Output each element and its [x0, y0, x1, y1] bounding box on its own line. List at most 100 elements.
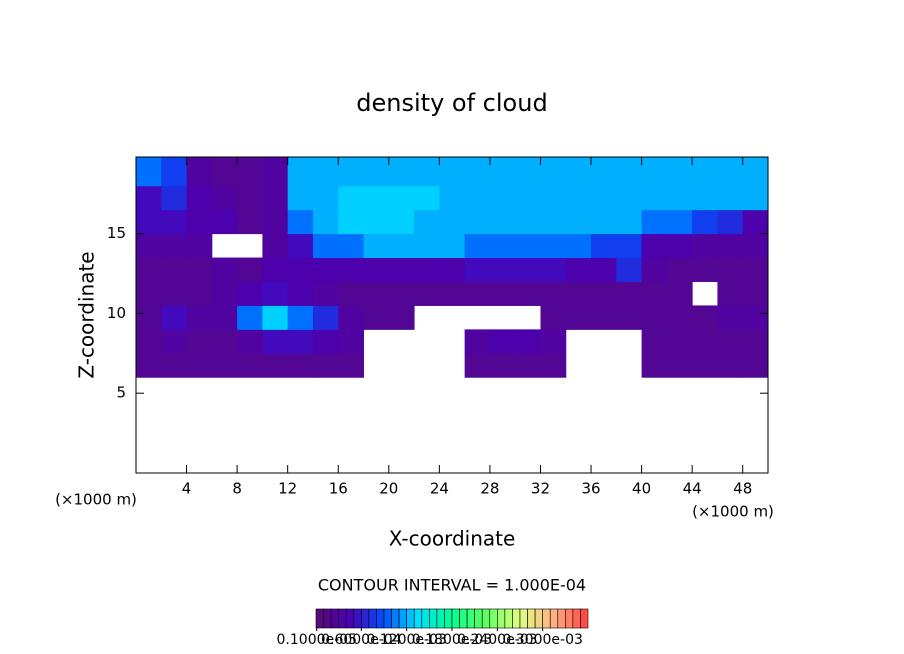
field-cell [666, 157, 693, 187]
field-cell [591, 185, 617, 211]
field-cell [211, 185, 238, 211]
field-cell [237, 353, 263, 378]
colorbar-swatch [512, 608, 521, 629]
field-cell [742, 185, 769, 211]
colorbar-swatch [580, 608, 589, 629]
field-cell [186, 281, 213, 306]
field-cell [540, 157, 567, 187]
field-cell [641, 281, 668, 306]
field-cell [388, 257, 415, 282]
field-cell [439, 281, 466, 306]
field-cell [237, 185, 263, 211]
colorbar-swatch [315, 608, 324, 629]
field-cell [388, 281, 415, 306]
colorbar-swatch [474, 608, 483, 629]
field-cell [540, 281, 567, 306]
y-tick-label: 5 [116, 384, 126, 402]
colorbar-label: 0.1200e-03 [366, 632, 446, 648]
field-cell [388, 185, 415, 211]
colorbar-swatch [406, 608, 415, 629]
colorbar-swatch [557, 608, 566, 629]
colorbar-swatch [391, 608, 400, 629]
field-cell [186, 353, 213, 378]
field-cell [161, 329, 188, 354]
field-cell [338, 233, 365, 259]
field-cell [388, 305, 415, 330]
field-cell [641, 233, 668, 259]
x-tick-label: 20 [379, 480, 398, 498]
field-cell [287, 329, 314, 354]
y-unit: (×1000 m) [55, 491, 137, 509]
field-cell [186, 209, 213, 235]
colorbar-swatch [338, 608, 347, 629]
field-cell [186, 257, 213, 282]
colorbar-swatch [429, 608, 438, 629]
field-cell [666, 233, 693, 259]
field-cell [692, 257, 718, 282]
field-cell [565, 257, 592, 282]
field-cell [161, 353, 188, 378]
field-cell [742, 353, 769, 378]
field-cell [717, 353, 744, 378]
colorbar-swatch [459, 608, 468, 629]
field-cell [312, 257, 339, 282]
field-cell [565, 233, 592, 259]
y-axis-label: Z-coordinate [75, 251, 99, 378]
field-cell [161, 157, 188, 187]
colorbar-label: 0.6000e-04 [321, 632, 402, 648]
field-cell [136, 185, 162, 211]
field-cell [136, 281, 162, 306]
field-cell [464, 157, 491, 187]
field-cell [540, 353, 567, 378]
colorbar-label: 0.2400e-03 [457, 632, 537, 648]
field-cell [414, 157, 440, 187]
field-cell [717, 329, 744, 354]
field-cell [515, 185, 541, 211]
field-cell [666, 209, 693, 235]
colorbar-swatch [421, 608, 430, 629]
field-cell [338, 353, 365, 378]
field-cell [515, 209, 541, 235]
field-cell [262, 233, 289, 259]
field-cell [717, 157, 744, 187]
field-cell [591, 157, 617, 187]
field-cell [692, 329, 718, 354]
x-axis-label: X-coordinate [389, 527, 516, 551]
colorbar-swatch [398, 608, 407, 629]
field-cell [338, 329, 365, 354]
colorbar-swatch [330, 608, 339, 629]
field-cell [262, 257, 289, 282]
field-cell [742, 281, 769, 306]
colorbar-swatch [368, 608, 377, 629]
field-cell [237, 157, 263, 187]
field-cell [616, 233, 643, 259]
field-cell [616, 305, 643, 330]
field-cell [186, 157, 213, 187]
field-cell [540, 329, 567, 354]
field-cell [515, 257, 541, 282]
field-cell [388, 233, 415, 259]
field-cell [388, 157, 415, 187]
field-cell [262, 281, 289, 306]
field-cell [161, 257, 188, 282]
x-tick-label: 8 [232, 480, 242, 498]
field-cell [414, 233, 440, 259]
field-cell [338, 209, 365, 235]
field-cell [237, 209, 263, 235]
plot-frame [135, 156, 769, 474]
field-cell [414, 209, 440, 235]
field-cell [666, 281, 693, 306]
field-cell [287, 353, 314, 378]
field-cell [211, 257, 238, 282]
x-tick-label: 40 [632, 480, 651, 498]
field-cell [489, 329, 516, 354]
field-cell [464, 353, 491, 378]
field-cell [464, 209, 491, 235]
field-cell [211, 209, 238, 235]
x-tick-label: 12 [278, 480, 297, 498]
x-tick-label: 48 [733, 480, 752, 498]
field-cell [363, 305, 390, 330]
colorbar-swatch [504, 608, 513, 629]
field-cell [565, 185, 592, 211]
field-cell [666, 185, 693, 211]
